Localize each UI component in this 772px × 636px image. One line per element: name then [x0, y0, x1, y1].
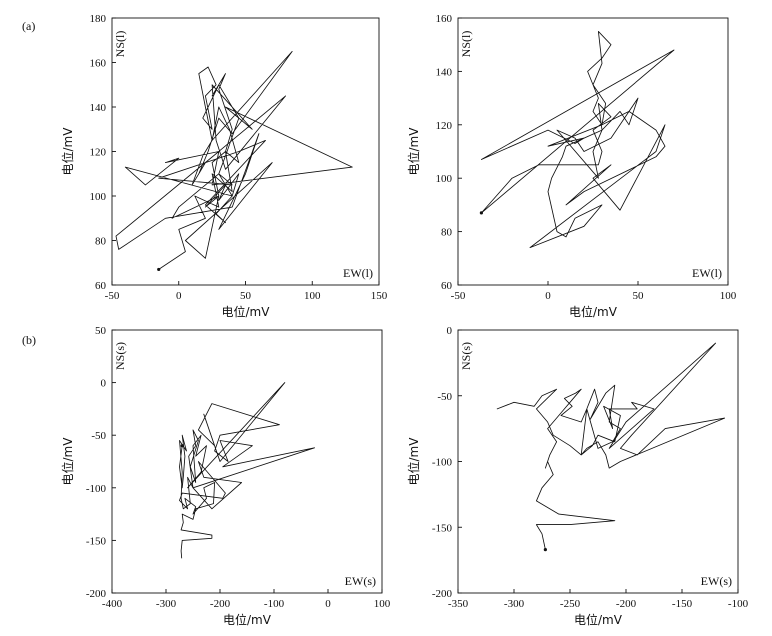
y-tick-label: -150	[86, 535, 107, 547]
x-tick-label: 0	[176, 290, 182, 302]
y-tick-label: 120	[90, 147, 107, 159]
y-tick-label: 160	[436, 13, 453, 25]
y-tick-label: -150	[432, 522, 453, 534]
y-tick-label: 60	[95, 280, 107, 292]
y-tick-label: 80	[95, 236, 107, 248]
y-tick-label: 100	[90, 191, 107, 203]
x-tick-label: -200	[210, 598, 231, 610]
y-tick-label: 100	[436, 173, 453, 185]
y-tick-label: 0	[101, 378, 107, 390]
x-axis-label: 电位/mV	[569, 304, 618, 319]
x-tick-label: -350	[448, 598, 469, 610]
x-tick-label: 50	[240, 290, 252, 302]
y-axis-label: 电位/mV	[406, 127, 421, 176]
x-tick-label: -200	[616, 598, 637, 610]
y-tick-label: -50	[91, 430, 106, 442]
corner-label-y: NS(l)	[113, 31, 127, 58]
corner-label-x: EW(s)	[345, 574, 376, 588]
x-tick-label: -300	[156, 598, 177, 610]
x-tick-label: -50	[105, 290, 120, 302]
y-tick-label: 140	[90, 102, 107, 114]
y-tick-label: 60	[441, 280, 453, 292]
corner-label-x: EW(s)	[701, 574, 732, 588]
plot-frame-a-right	[457, 17, 729, 286]
y-tick-label: -100	[432, 457, 453, 469]
y-tick-label: 140	[436, 66, 453, 78]
y-tick-label: 50	[95, 325, 107, 337]
x-tick-label: -50	[451, 290, 466, 302]
x-tick-label: -100	[728, 598, 749, 610]
y-tick-label: 160	[90, 58, 107, 70]
y-tick-label: 180	[90, 13, 107, 25]
corner-label-y: NS(l)	[459, 31, 473, 58]
series-line-a-right	[480, 30, 675, 249]
series-line-b-left	[179, 382, 315, 559]
x-tick-label: 100	[374, 598, 391, 610]
x-tick-label: 100	[720, 290, 737, 302]
y-axis-label: 电位/mV	[60, 127, 75, 176]
y-tick-label: -200	[432, 588, 453, 600]
x-tick-label: 150	[371, 290, 388, 302]
x-tick-label: 0	[545, 290, 551, 302]
y-tick-label: -100	[86, 483, 107, 495]
corner-label-x: EW(l)	[692, 266, 722, 280]
series-line-b-right	[496, 342, 726, 550]
x-tick-label: 50	[633, 290, 645, 302]
x-tick-label: -400	[102, 598, 123, 610]
panel-label-a: (a)	[22, 19, 35, 33]
corner-label-y: NS(s)	[459, 342, 473, 370]
series-start-point	[543, 548, 547, 552]
x-tick-label: -100	[264, 598, 285, 610]
x-tick-label: -300	[504, 598, 525, 610]
corner-label-y: NS(s)	[113, 342, 127, 370]
series-line-a-left	[115, 50, 353, 270]
x-axis-label: 电位/mV	[222, 304, 271, 319]
x-tick-label: 0	[325, 598, 331, 610]
plot-frame-b-left	[111, 329, 383, 594]
y-tick-label: 120	[436, 120, 453, 132]
x-axis-label: 电位/mV	[574, 612, 623, 627]
x-tick-label: -250	[560, 598, 581, 610]
y-tick-label: -50	[437, 391, 452, 403]
x-tick-label: 100	[304, 290, 321, 302]
y-axis-label: 电位/mV	[406, 437, 421, 486]
x-axis-label: 电位/mV	[223, 612, 272, 627]
corner-label-x: EW(l)	[343, 266, 373, 280]
plot-frame-b-right	[457, 329, 739, 594]
y-axis-label: 电位/mV	[60, 437, 75, 486]
y-tick-label: 80	[441, 227, 453, 239]
series-start-point	[180, 444, 184, 448]
y-tick-label: -200	[86, 588, 107, 600]
series-start-point	[157, 267, 161, 272]
panel-label-b: (b)	[22, 333, 36, 347]
plot-frame-a-left	[111, 17, 380, 286]
y-tick-label: 0	[447, 325, 453, 337]
series-start-point	[479, 211, 483, 215]
x-tick-label: -150	[672, 598, 693, 610]
